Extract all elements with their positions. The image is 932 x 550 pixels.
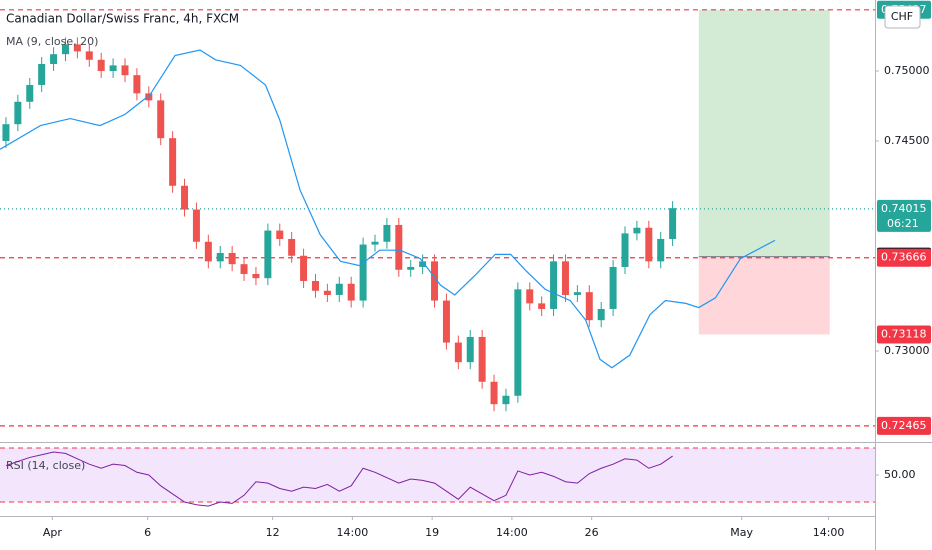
loss-zone: [698, 256, 830, 335]
candle-body: [669, 208, 677, 239]
candle-body: [97, 59, 105, 71]
candle-body: [526, 289, 534, 304]
rsi-label: RSI (14, close): [6, 459, 85, 472]
profit-zone: [698, 9, 830, 257]
price-label-box: [877, 248, 931, 267]
candle-body: [323, 290, 331, 295]
price-label: 0.73666: [881, 251, 927, 264]
candle-body: [61, 44, 69, 55]
price-label: 0.73118: [881, 327, 927, 340]
candle-body: [264, 230, 272, 279]
candle-body: [478, 336, 486, 382]
indicator-label: MA (9, close, 20): [6, 35, 98, 48]
candle-body: [538, 303, 546, 309]
candle-body: [252, 273, 260, 279]
candle-body: [502, 395, 510, 405]
candle-body: [621, 233, 629, 267]
candle-body: [311, 280, 319, 291]
candle-body: [73, 44, 81, 52]
candle-body: [38, 63, 46, 85]
candle-body: [573, 292, 581, 295]
candle-body: [550, 261, 558, 309]
candle-body: [466, 336, 474, 363]
candle-body: [240, 264, 248, 274]
y-tick-label: 50.00: [884, 468, 916, 481]
candle-body: [145, 93, 153, 101]
candle-body: [395, 224, 403, 270]
y-tick-label: 0.73000: [884, 344, 930, 357]
price-label: 0.72465: [881, 419, 927, 432]
y-tick-label: 0.75000: [884, 64, 930, 77]
candle-body: [121, 65, 129, 76]
candle-body: [228, 252, 236, 265]
candle-body: [157, 100, 165, 139]
candle-body: [454, 342, 462, 363]
candle-body: [181, 185, 189, 210]
candle-body: [335, 283, 343, 295]
candle-body: [561, 261, 569, 295]
x-tick-label: 12: [266, 526, 280, 539]
candle-body: [419, 261, 427, 267]
candle-body: [347, 283, 355, 301]
candle-body: [442, 300, 450, 343]
x-tick-label: 14:00: [337, 526, 369, 539]
candle-body: [609, 266, 617, 309]
candle-body: [633, 227, 641, 234]
candle-body: [169, 138, 177, 186]
candle-body: [585, 292, 593, 321]
candle-body: [371, 241, 379, 245]
candle-body: [109, 65, 117, 71]
y-tick-label: 0.74500: [884, 134, 930, 147]
candle-body: [216, 252, 224, 262]
x-tick-label: Apr: [43, 526, 63, 539]
price-label-box: [877, 325, 931, 344]
x-tick-label: 6: [144, 526, 151, 539]
x-tick-label: May: [730, 526, 753, 539]
x-tick-label: 19: [425, 526, 439, 539]
x-tick-label: 14:00: [813, 526, 845, 539]
candle-body: [490, 381, 498, 405]
candle-body: [359, 244, 367, 301]
candle-body: [192, 209, 200, 242]
candle-body: [645, 227, 653, 262]
rsi-line: [5, 451, 673, 507]
candle-body: [26, 84, 34, 102]
price-label-box: [877, 416, 931, 435]
currency-box: [884, 5, 921, 29]
price-label-box: [877, 199, 931, 232]
candle-body: [204, 241, 212, 262]
candle-body: [383, 224, 391, 242]
candle-body: [50, 54, 58, 64]
candle-body: [597, 308, 605, 321]
candle-body: [2, 124, 10, 141]
candle-body: [300, 255, 308, 281]
candle-body: [431, 261, 439, 301]
candle-body: [407, 266, 415, 270]
candle-body: [288, 238, 296, 256]
moving-average: [0, 49, 776, 369]
countdown: 06:21: [887, 217, 919, 230]
price-label: 0.74015: [881, 202, 927, 215]
currency-label: CHF: [891, 10, 913, 23]
candle-body: [276, 230, 284, 239]
chart-title: Canadian Dollar/Swiss Franc, 4h, FXCM: [6, 12, 239, 26]
x-tick-label: 26: [585, 526, 599, 539]
candle-body: [85, 51, 93, 60]
candle-body: [133, 75, 141, 94]
candle-body: [514, 289, 522, 396]
rsi-band: [0, 447, 875, 503]
x-tick-label: 14:00: [496, 526, 528, 539]
candle-body: [657, 238, 665, 262]
candle-body: [14, 101, 22, 125]
